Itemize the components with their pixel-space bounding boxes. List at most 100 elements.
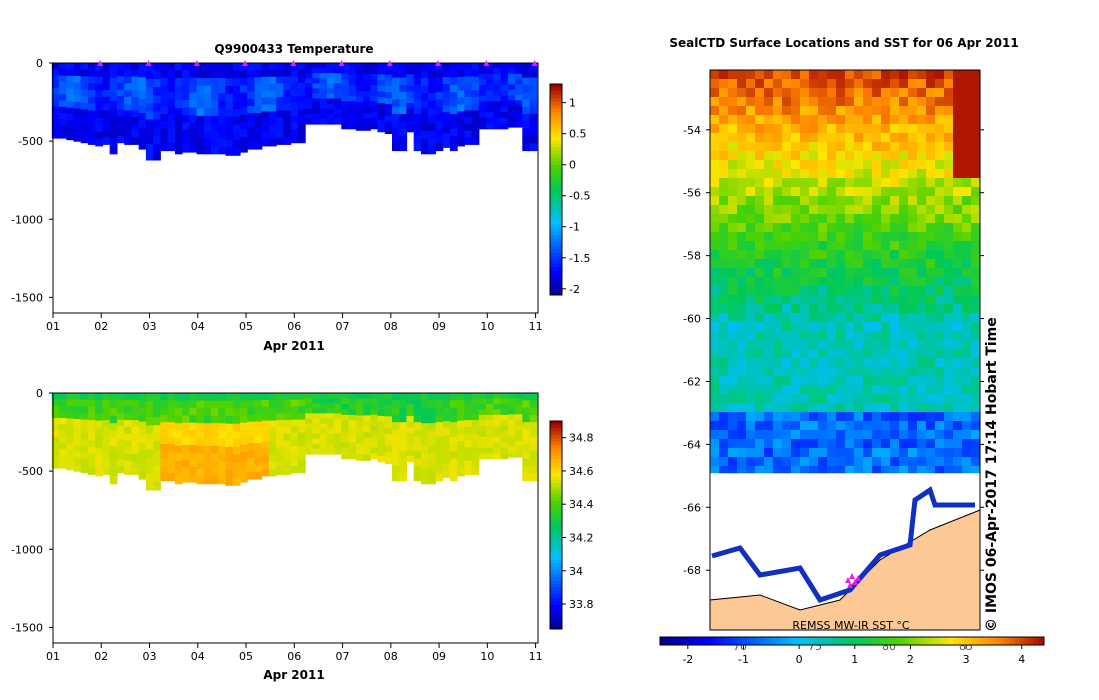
- section-cell: [522, 422, 531, 431]
- section-cell: [261, 455, 270, 463]
- sst-cell: [836, 178, 846, 188]
- section-cell: [269, 427, 277, 435]
- section-cell: [442, 140, 451, 148]
- sst-cell: [872, 466, 882, 476]
- section-cell: [493, 90, 502, 97]
- sst-cell: [755, 340, 765, 350]
- sst-cell: [962, 394, 972, 404]
- sst-cell: [773, 358, 783, 368]
- sst-cell: [899, 349, 909, 359]
- section-cell: [254, 393, 263, 401]
- section-cell: [522, 429, 531, 438]
- section-cell: [95, 132, 103, 140]
- section-cell: [507, 403, 516, 410]
- sst-cell: [899, 358, 909, 368]
- sst-cell: [872, 295, 882, 305]
- section-cell: [421, 438, 429, 447]
- sst-cell: [800, 205, 810, 215]
- section-cell: [413, 407, 422, 416]
- section-cell: [363, 432, 371, 439]
- section-cell: [515, 446, 523, 453]
- sst-cell: [719, 97, 729, 107]
- colorbar-swatch: [550, 277, 562, 282]
- sst-cell: [917, 466, 927, 476]
- sst-cell: [800, 466, 810, 476]
- colorbar-swatch: [861, 637, 867, 645]
- section-cell: [269, 413, 277, 422]
- section-cell: [276, 406, 284, 414]
- sst-cell: [962, 448, 972, 458]
- sst-cell: [818, 187, 828, 197]
- sst-cell: [926, 187, 936, 197]
- section-cell: [428, 108, 436, 117]
- sst-cell: [890, 133, 900, 143]
- section-cell: [225, 439, 234, 448]
- sst-cell: [746, 106, 756, 116]
- section-cell: [515, 68, 523, 75]
- section-cell: [377, 438, 386, 446]
- sst-cell: [710, 466, 720, 476]
- section-cell: [145, 87, 154, 96]
- section-cell: [326, 438, 335, 445]
- sst-cell: [944, 349, 954, 359]
- section-cell: [66, 424, 75, 432]
- x-tick-label: 08: [384, 320, 398, 333]
- section-cell: [225, 454, 234, 463]
- sst-cell: [746, 394, 756, 404]
- section-cell: [493, 68, 502, 75]
- section-cell: [478, 117, 487, 124]
- sst-cell: [737, 385, 747, 395]
- section-cell: [109, 138, 118, 147]
- section-cell: [145, 425, 154, 434]
- sst-cell: [872, 259, 882, 269]
- section-cell: [478, 447, 487, 454]
- section-cell: [442, 70, 451, 78]
- sst-cell: [917, 187, 927, 197]
- sst-cell: [737, 106, 747, 116]
- section-cell: [88, 110, 96, 118]
- section-cell: [348, 409, 357, 416]
- section-cell: [160, 436, 169, 445]
- sst-cell: [953, 97, 963, 107]
- section-cell: [283, 130, 292, 139]
- sst-cell: [872, 205, 882, 215]
- section-cell: [203, 93, 212, 102]
- section-cell: [138, 84, 147, 93]
- sst-cell: [773, 241, 783, 251]
- section-cell: [486, 68, 494, 75]
- section-cell: [109, 415, 118, 424]
- colorbar-swatch: [1010, 637, 1016, 645]
- sst-cell: [872, 331, 882, 341]
- section-cell: [95, 393, 103, 401]
- section-cell: [413, 128, 422, 137]
- section-cell: [247, 436, 255, 444]
- sst-cell: [818, 196, 828, 206]
- sst-cell: [845, 349, 855, 359]
- sst-cell: [782, 115, 792, 125]
- y-tick-label: -1500: [11, 291, 43, 304]
- colorbar-swatch: [550, 164, 562, 169]
- sst-cell: [899, 367, 909, 377]
- section-cell: [211, 123, 219, 132]
- section-cell: [435, 70, 444, 79]
- section-cell: [182, 474, 190, 483]
- section-cell: [449, 63, 458, 71]
- section-cell: [290, 432, 299, 440]
- sst-cell: [746, 97, 756, 107]
- sst-cell: [899, 169, 909, 179]
- sst-cell: [800, 403, 810, 413]
- sst-cell: [818, 232, 828, 242]
- section-cell: [174, 400, 183, 409]
- sst-cell: [773, 277, 783, 287]
- section-cell: [471, 440, 480, 448]
- section-cell: [500, 393, 509, 400]
- sst-cell: [881, 169, 891, 179]
- sst-cell: [818, 385, 828, 395]
- section-cell: [449, 128, 458, 137]
- section-cell: [80, 466, 89, 474]
- sst-cell: [872, 79, 882, 89]
- colorbar-swatch: [550, 112, 562, 117]
- sst-cell: [971, 448, 981, 458]
- section-cell: [254, 400, 263, 408]
- section-cell: [341, 425, 350, 432]
